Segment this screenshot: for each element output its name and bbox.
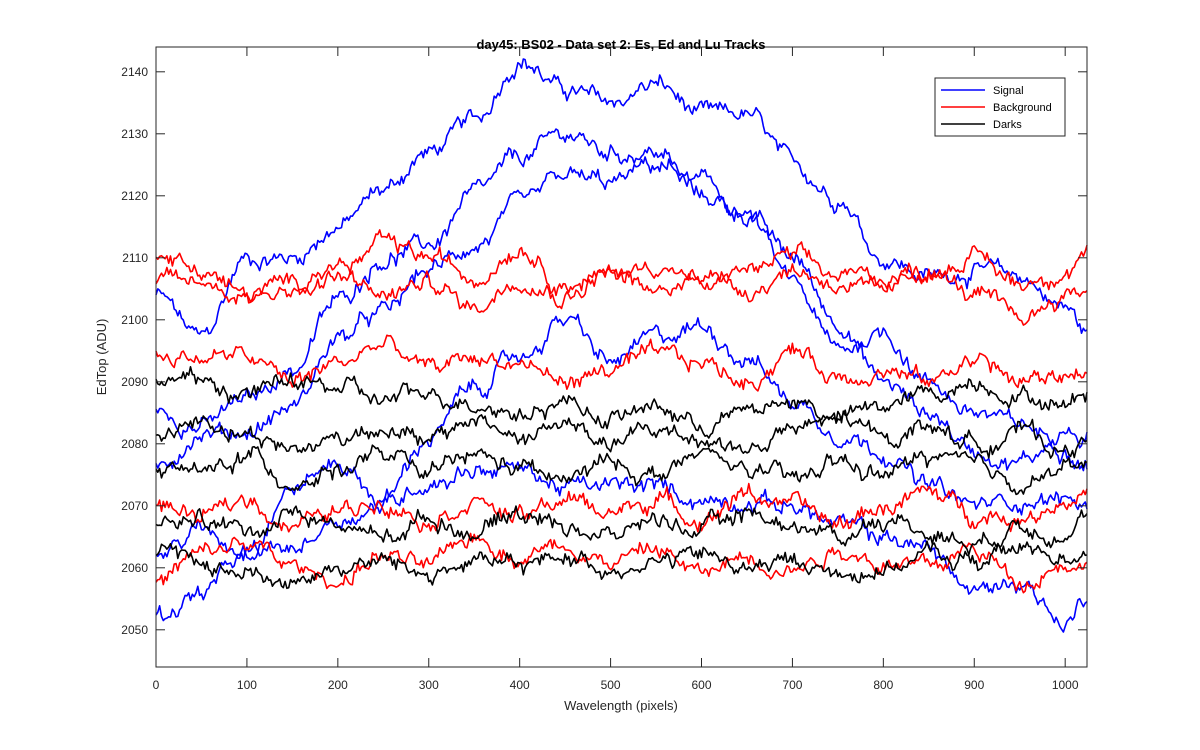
x-axis-ticks: 0 100 200 300 400 500 600 700 800 900 1000 [153, 47, 1079, 692]
legend-label-signal: Signal [993, 85, 1024, 97]
y-tick-label-2070: 2070 [121, 499, 148, 513]
series-line-background-9 [155, 482, 1088, 534]
y-axis-ticks: 2050 2060 2070 2080 2090 2100 2110 2120 2130 2140 [121, 65, 1087, 637]
y-tick-label-2140: 2140 [121, 65, 148, 79]
y-tick-label-2110: 2110 [122, 251, 148, 265]
x-tick-label-200: 200 [328, 678, 348, 692]
series-line-background-10 [155, 532, 1088, 594]
series-line-darks-11 [155, 366, 1088, 439]
series-line-darks-15 [155, 540, 1088, 590]
y-tick-label-2120: 2120 [121, 189, 148, 203]
y-tick-label-2100: 2100 [121, 313, 148, 327]
x-tick-label-600: 600 [691, 678, 711, 692]
x-tick-label-300: 300 [419, 678, 439, 692]
series-line-signal-4 [155, 313, 1088, 562]
x-tick-label-1000: 1000 [1052, 678, 1079, 692]
x-tick-label-0: 0 [153, 678, 160, 692]
y-tick-label-2080: 2080 [121, 437, 148, 451]
series-layer [155, 58, 1088, 633]
y-axis-label: EdTop (ADU) [94, 319, 109, 396]
y-tick-label-2050: 2050 [121, 623, 148, 637]
series-line-background-7 [155, 257, 1088, 326]
x-tick-label-700: 700 [782, 678, 802, 692]
series-line-signal-3 [155, 156, 1088, 472]
x-tick-label-900: 900 [964, 678, 984, 692]
y-tick-label-2130: 2130 [121, 127, 148, 141]
x-tick-label-500: 500 [601, 678, 621, 692]
plot-area-frame [155, 46, 1088, 668]
series-line-background-8 [155, 334, 1088, 392]
series-line-darks-14 [155, 505, 1088, 556]
x-axis-label: Wavelength (pixels) [564, 698, 678, 713]
y-tick-label-2060: 2060 [121, 561, 148, 575]
legend-label-background: Background [993, 102, 1052, 114]
x-tick-label-800: 800 [873, 678, 893, 692]
legend-label-darks: Darks [993, 119, 1022, 131]
chart-title: day45: BS02 - Data set 2: Es, Ed and Lu … [476, 37, 765, 52]
x-tick-label-400: 400 [510, 678, 530, 692]
y-tick-label-2090: 2090 [121, 375, 148, 389]
x-tick-label-100: 100 [237, 678, 257, 692]
series-line-darks-12 [155, 409, 1088, 459]
series-line-signal-2 [155, 128, 1088, 471]
series-line-background-6 [155, 229, 1088, 303]
legend: Signal Background Darks [934, 77, 1066, 137]
series-line-darks-13 [155, 444, 1088, 496]
